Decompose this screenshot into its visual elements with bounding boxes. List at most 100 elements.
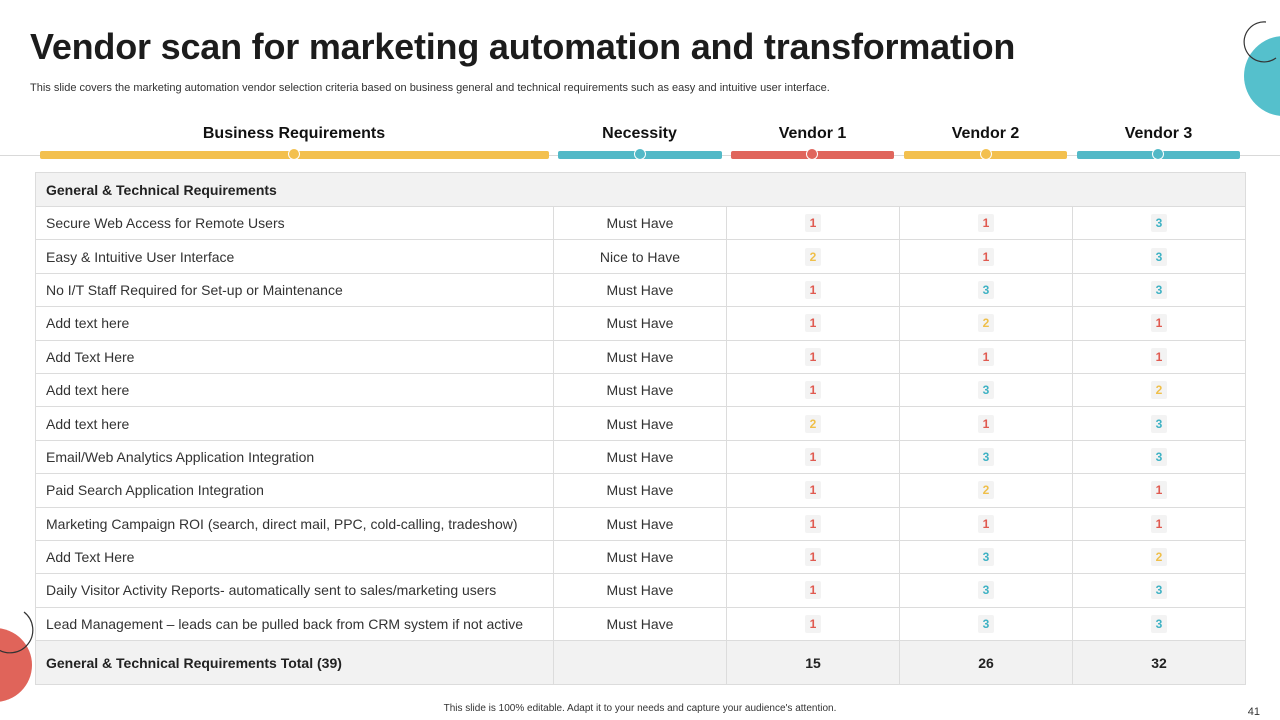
requirement-cell: No I/T Staff Required for Set-up or Main… <box>35 272 554 308</box>
column-header-vendor-3: Vendor 3 <box>1124 125 1193 142</box>
vendor-2-score-cell: 1 <box>899 506 1073 541</box>
header-bar-vendor-3 <box>1077 148 1240 160</box>
vendor-3-score-cell: 3 <box>1071 406 1247 441</box>
score-badge: 3 <box>1151 614 1168 633</box>
score-badge: 1 <box>1151 481 1168 500</box>
score-badge: 1 <box>805 614 821 633</box>
vendor-3-score-cell: 1 <box>1071 339 1247 374</box>
section-title: General & Technical Requirements <box>34 172 1247 207</box>
page-number: 41 <box>1247 706 1260 718</box>
score-badge: 2 <box>1151 381 1168 400</box>
requirement-cell: Add Text Here <box>35 339 554 374</box>
vendor-2-score-cell: 1 <box>899 205 1073 241</box>
vendor-3-score-cell: 2 <box>1071 539 1247 575</box>
table-row: Add Text Here Must Have 1 3 2 <box>35 539 1247 575</box>
necessity-cell: Must Have <box>553 539 727 575</box>
table-row: Secure Web Access for Remote Users Must H… <box>35 205 1247 241</box>
vendor-2-score-cell: 3 <box>899 272 1073 308</box>
table-row: Add text here Must Have 1 2 1 <box>35 306 1247 341</box>
score-badge: 3 <box>1151 414 1168 433</box>
vendor-2-score-cell: 2 <box>899 473 1073 508</box>
requirement-cell: Email/Web Analytics Application Integrat… <box>35 439 554 475</box>
requirement-cell: Add text here <box>35 306 554 341</box>
table-row: Paid Search Application Integration Must … <box>35 473 1247 508</box>
column-header-vendor-2: Vendor 2 <box>951 125 1020 142</box>
score-badge: 3 <box>978 614 994 633</box>
score-badge: 1 <box>978 247 994 266</box>
vendor-3-score-cell: 1 <box>1071 306 1247 341</box>
score-badge: 2 <box>805 247 821 266</box>
necessity-cell: Must Have <box>553 506 727 541</box>
necessity-cell: Must Have <box>553 306 727 341</box>
score-badge: 1 <box>805 214 821 233</box>
table-body: General & Technical Requirements Secure … <box>34 172 1247 686</box>
vendor-1-score-cell: 1 <box>726 573 900 608</box>
column-header-business-requirements: Business Requirements <box>202 125 386 142</box>
table-row: Add text here Must Have 1 3 2 <box>35 372 1247 408</box>
table-row: Easy & Intuitive User Interface Nice to H… <box>35 239 1247 274</box>
score-badge: 3 <box>978 447 994 466</box>
score-badge: 1 <box>1151 347 1168 366</box>
table-row: Daily Visitor Activity Reports- automati… <box>35 573 1247 608</box>
score-badge: 1 <box>805 381 821 400</box>
decorative-ring-icon <box>0 611 34 654</box>
header-bar-dot <box>980 148 992 160</box>
vendor-2-score-cell: 3 <box>899 573 1073 608</box>
necessity-cell: Must Have <box>553 406 727 441</box>
score-badge: 1 <box>805 347 821 366</box>
requirement-cell: Marketing Campaign ROI (search, direct m… <box>35 506 554 541</box>
header-bar-dot <box>634 148 646 160</box>
vendor-3-score-cell: 1 <box>1071 506 1247 541</box>
necessity-cell: Must Have <box>553 372 727 408</box>
vendor-1-score-cell: 1 <box>726 506 900 541</box>
total-necessity-cell <box>553 640 727 686</box>
requirement-cell: Paid Search Application Integration <box>35 473 554 508</box>
table-row: Add text here Must Have 2 1 3 <box>35 406 1247 441</box>
score-badge: 1 <box>978 414 994 433</box>
header-bar-dot <box>1152 148 1164 160</box>
requirement-cell: Secure Web Access for Remote Users <box>35 205 554 241</box>
necessity-cell: Must Have <box>553 606 727 642</box>
vendor-2-score-cell: 1 <box>899 239 1073 274</box>
score-badge: 3 <box>1151 447 1168 466</box>
vendor-1-score-cell: 1 <box>726 272 900 308</box>
score-badge: 1 <box>805 314 821 333</box>
table-row: No I/T Staff Required for Set-up or Main… <box>35 272 1247 308</box>
requirement-cell: Add text here <box>35 406 554 441</box>
section-header-row: General & Technical Requirements <box>34 172 1247 207</box>
vendor-3-score-cell: 3 <box>1071 272 1247 308</box>
score-badge: 3 <box>1151 280 1168 299</box>
vendor-2-score-cell: 3 <box>899 539 1073 575</box>
score-badge: 3 <box>978 581 994 600</box>
score-badge: 1 <box>805 581 821 600</box>
vendor-1-score-cell: 2 <box>726 239 900 274</box>
vendor-2-score-cell: 3 <box>899 372 1073 408</box>
total-vendor-1-cell: 15 <box>726 640 900 686</box>
vendor-2-score-cell: 1 <box>899 406 1073 441</box>
vendor-1-score-cell: 1 <box>726 439 900 475</box>
score-badge: 2 <box>978 481 994 500</box>
vendor-1-score-cell: 1 <box>726 205 900 241</box>
score-badge: 1 <box>978 347 994 366</box>
score-badge: 1 <box>978 214 994 233</box>
vendor-3-score-cell: 3 <box>1071 573 1247 608</box>
requirement-cell: Add Text Here <box>35 539 554 575</box>
vendor-1-score-cell: 1 <box>726 339 900 374</box>
requirement-cell: Easy & Intuitive User Interface <box>35 239 554 274</box>
score-badge: 3 <box>1151 214 1168 233</box>
vendor-1-score-cell: 1 <box>726 372 900 408</box>
slide-footer: This slide is 100% editable. Adapt it to… <box>443 703 837 714</box>
vendor-2-score-cell: 3 <box>899 606 1073 642</box>
vendor-3-score-cell: 2 <box>1071 372 1247 408</box>
header-bar-necessity <box>558 148 722 160</box>
requirement-cell: Lead Management – leads can be pulled ba… <box>35 606 554 642</box>
score-badge: 1 <box>805 548 821 567</box>
necessity-cell: Must Have <box>553 339 727 374</box>
slide-subtitle: This slide covers the marketing automati… <box>30 82 830 94</box>
header-bar-vendor-2 <box>904 148 1067 160</box>
necessity-cell: Must Have <box>553 439 727 475</box>
vendor-3-score-cell: 3 <box>1071 606 1247 642</box>
score-badge: 1 <box>978 514 994 533</box>
score-badge: 3 <box>978 280 994 299</box>
table-row: Marketing Campaign ROI (search, direct m… <box>35 506 1247 541</box>
